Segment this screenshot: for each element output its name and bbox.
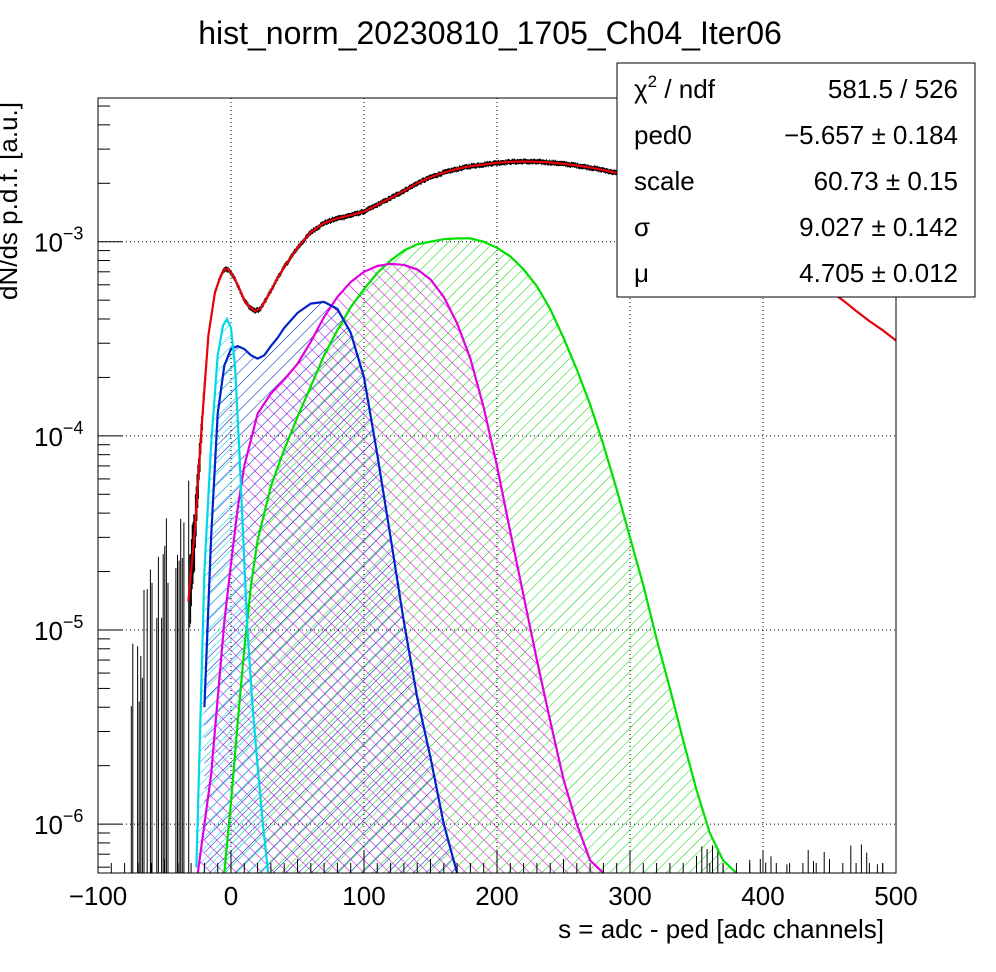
x-tick-label: 500 (874, 881, 917, 911)
stats-param-name: χ2 / ndf (634, 72, 716, 104)
y-tick-label: 10−3 (34, 224, 83, 258)
y-axis-label: dN/ds p.d.f. [a.u.] (0, 102, 23, 300)
x-tick-label: 300 (608, 881, 651, 911)
data-sparse-bins (130, 480, 884, 873)
x-tick-label: 200 (475, 881, 518, 911)
fit-stats-box: χ2 / ndf 581.5 / 526 ped0 −5.657 ± 0.184 sca… (616, 62, 976, 298)
chart-title: hist_norm_20230810_1705_Ch04_Iter06 (198, 15, 782, 51)
y-tick-label: 10−5 (34, 612, 83, 646)
stats-box-frame (616, 62, 976, 298)
curve-comp_3 (223, 237, 738, 873)
stats-param-name: σ (634, 212, 650, 242)
fill-comp_1 (204, 301, 458, 873)
stats-param-name: μ (634, 258, 649, 288)
curve-comp_ped (195, 316, 270, 873)
x-tick-label: 100 (342, 881, 385, 911)
component-fills (196, 238, 737, 873)
stats-param-value: 581.5 / 526 (828, 74, 958, 104)
stats-param-name: scale (634, 166, 695, 196)
stats-param-value: 60.73 ± 0.15 (814, 166, 958, 196)
y-tick-label: 10−4 (34, 418, 83, 452)
stats-param-name: ped0 (634, 120, 692, 150)
x-axis-label: s = adc - ped [adc channels] (558, 914, 884, 944)
x-tick-label: 0 (224, 881, 238, 911)
y-tick-label: 10−6 (34, 806, 83, 840)
x-tick-label: 400 (741, 881, 784, 911)
x-tick-label: −100 (69, 881, 128, 911)
stats-param-value: −5.657 ± 0.184 (784, 120, 958, 150)
stats-param-value: 4.705 ± 0.012 (799, 258, 958, 288)
curve-comp_2 (196, 262, 605, 873)
stats-param-value: 9.027 ± 0.142 (799, 212, 958, 242)
axis-ticks: −100 0 100 200 300 400 500 10−6 10−5 10−4 10−3 (34, 105, 918, 911)
